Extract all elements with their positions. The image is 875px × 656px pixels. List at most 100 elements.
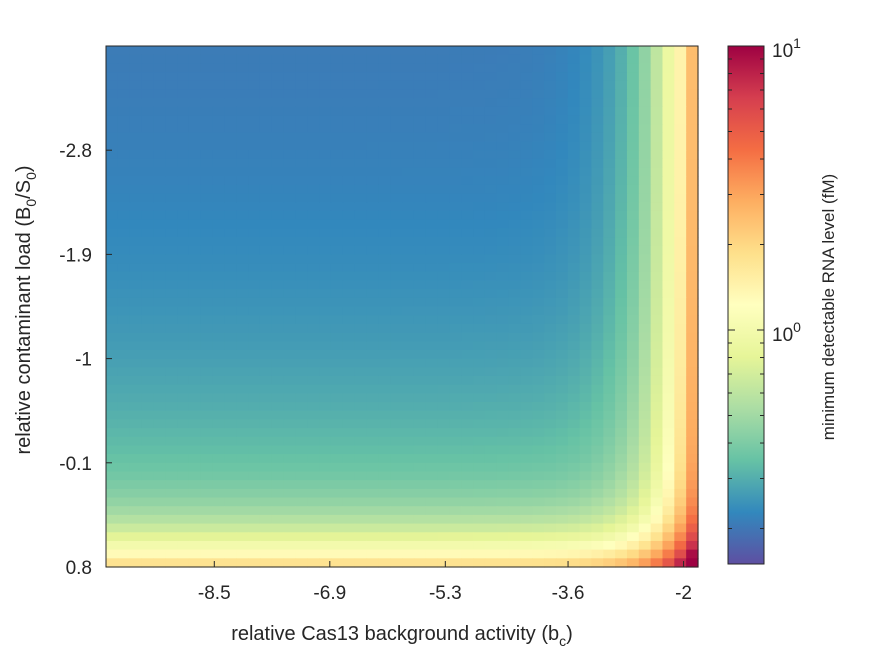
heatmap-cell — [615, 193, 628, 203]
heatmap-cell — [378, 176, 391, 186]
heatmap-cell — [177, 532, 190, 542]
heatmap-cell — [591, 349, 604, 360]
heatmap-cell — [484, 98, 498, 108]
heatmap-cell — [259, 271, 273, 282]
heatmap-cell — [129, 375, 143, 386]
heatmap-cell — [484, 245, 498, 255]
heatmap-cell — [390, 106, 403, 117]
heatmap-cell — [224, 263, 237, 273]
heatmap-cell — [591, 141, 604, 151]
heatmap-cell — [402, 167, 415, 177]
heatmap-cell — [248, 410, 261, 420]
heatmap-cell — [473, 193, 486, 203]
heatmap-cell — [177, 488, 190, 499]
heatmap-cell — [141, 393, 154, 403]
heatmap-cell — [342, 219, 356, 229]
heatmap-cell — [532, 323, 545, 334]
heatmap-cell — [473, 89, 486, 99]
heatmap-cell — [378, 263, 391, 273]
heatmap-cell — [153, 124, 166, 134]
heatmap-cell — [259, 514, 273, 525]
heatmap-cell — [567, 289, 581, 299]
heatmap-cell — [544, 54, 557, 64]
heatmap-cell — [283, 150, 297, 160]
heatmap-cell — [188, 289, 202, 299]
heatmap-cell — [236, 445, 249, 455]
heatmap-cell — [236, 271, 249, 282]
heatmap-cell — [200, 462, 214, 473]
heatmap-cell — [236, 436, 249, 447]
heatmap-cell — [224, 193, 237, 203]
heatmap-cell — [106, 245, 119, 255]
heatmap-cell — [177, 193, 190, 203]
heatmap-cell — [425, 349, 439, 360]
heatmap-cell — [330, 115, 344, 125]
heatmap-cell — [674, 393, 687, 403]
heatmap-cell — [390, 54, 403, 64]
heatmap-cell — [579, 271, 593, 282]
heatmap-cell — [686, 375, 699, 386]
heatmap-cell — [567, 115, 581, 125]
heatmap-cell — [461, 63, 474, 73]
heatmap-cell — [141, 176, 154, 186]
heatmap-cell — [567, 480, 581, 490]
heatmap-cell — [177, 124, 190, 134]
heatmap-cell — [141, 358, 154, 368]
heatmap-cell — [212, 306, 225, 316]
heatmap-cell — [532, 462, 545, 473]
heatmap-cell — [212, 488, 225, 499]
heatmap-cell — [248, 480, 261, 490]
heatmap-cell — [449, 210, 462, 221]
heatmap-cell — [579, 306, 593, 316]
heatmap-cell — [129, 141, 143, 151]
heatmap-cell — [129, 72, 143, 82]
heatmap-cell — [615, 436, 628, 447]
heatmap-cell — [473, 202, 486, 212]
heatmap-cell — [449, 549, 462, 559]
heatmap-cell — [330, 289, 344, 299]
heatmap-cell — [567, 254, 581, 264]
heatmap-cell — [129, 488, 143, 499]
heatmap-cell — [437, 228, 450, 238]
heatmap-cell — [390, 384, 403, 394]
heatmap-cell — [271, 89, 285, 99]
heatmap-cell — [200, 488, 214, 499]
heatmap-cell — [271, 176, 285, 186]
heatmap-cell — [129, 63, 143, 73]
heatmap-cell — [591, 132, 604, 143]
heatmap-cell — [177, 210, 190, 221]
heatmap-cell — [413, 176, 427, 186]
heatmap-cell — [650, 176, 664, 186]
heatmap-cell — [307, 358, 320, 368]
heatmap-cell — [283, 115, 297, 125]
heatmap-cell — [295, 280, 308, 290]
heatmap-cell — [650, 228, 664, 238]
heatmap-cell — [165, 514, 178, 525]
heatmap-cell — [271, 193, 285, 203]
heatmap-cell — [295, 63, 308, 73]
heatmap-cell — [378, 436, 391, 447]
heatmap-cell — [307, 523, 320, 533]
heatmap-cell — [129, 297, 143, 308]
heatmap-cell — [579, 402, 593, 412]
heatmap-cell — [555, 471, 569, 481]
heatmap-cell — [425, 436, 439, 447]
heatmap-cell — [437, 384, 450, 394]
heatmap-cell — [390, 254, 403, 264]
heatmap-cell — [544, 297, 557, 308]
heatmap-cell — [248, 558, 261, 568]
heatmap-cell — [473, 558, 486, 568]
heatmap-cell — [449, 124, 462, 134]
heatmap-cell — [366, 89, 379, 99]
heatmap-cell — [177, 254, 190, 264]
heatmap-cell — [295, 237, 308, 247]
heatmap-cell — [603, 158, 616, 169]
heatmap-cell — [650, 106, 664, 117]
heatmap-cell — [520, 384, 533, 394]
heatmap-cell — [248, 202, 261, 212]
heatmap-cell — [567, 54, 581, 64]
heatmap-cell — [484, 184, 498, 195]
heatmap-cell — [615, 219, 628, 229]
heatmap-cell — [662, 176, 675, 186]
heatmap-cell — [579, 72, 593, 82]
